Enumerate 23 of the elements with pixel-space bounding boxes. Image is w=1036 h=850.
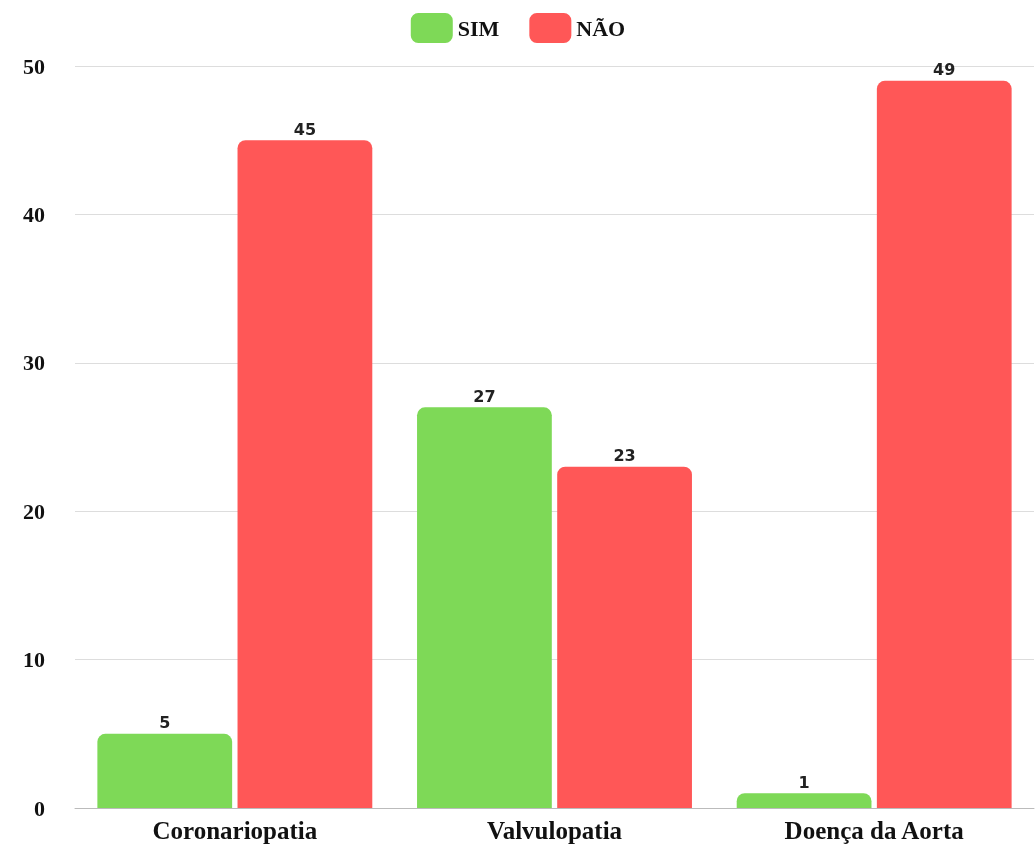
bar — [417, 407, 552, 808]
bar — [876, 80, 1012, 808]
legend-label: NÃO — [576, 15, 626, 41]
y-tick-label: 30 — [23, 350, 45, 376]
x-tick-label: Valvulopatia — [486, 817, 623, 844]
data-label: 27 — [473, 386, 496, 406]
bar — [97, 733, 233, 808]
y-tick-label: 10 — [23, 647, 45, 673]
data-label: 23 — [613, 446, 636, 466]
x-tick-label: Doença da Aorta — [784, 817, 965, 844]
y-tick-label: 40 — [23, 201, 45, 227]
data-label: 1 — [798, 772, 810, 792]
bar — [237, 140, 373, 808]
legend-label: SIM — [457, 15, 500, 41]
x-tick-label: Coronariopatia — [152, 817, 318, 844]
data-label: 5 — [159, 713, 171, 733]
bar — [736, 793, 872, 808]
y-tick-label: 0 — [34, 795, 45, 821]
bar — [557, 466, 692, 808]
y-tick-label: 50 — [23, 53, 45, 79]
data-label: 45 — [293, 119, 317, 139]
y-tick-label: 20 — [23, 498, 45, 524]
data-label: 49 — [933, 60, 956, 80]
